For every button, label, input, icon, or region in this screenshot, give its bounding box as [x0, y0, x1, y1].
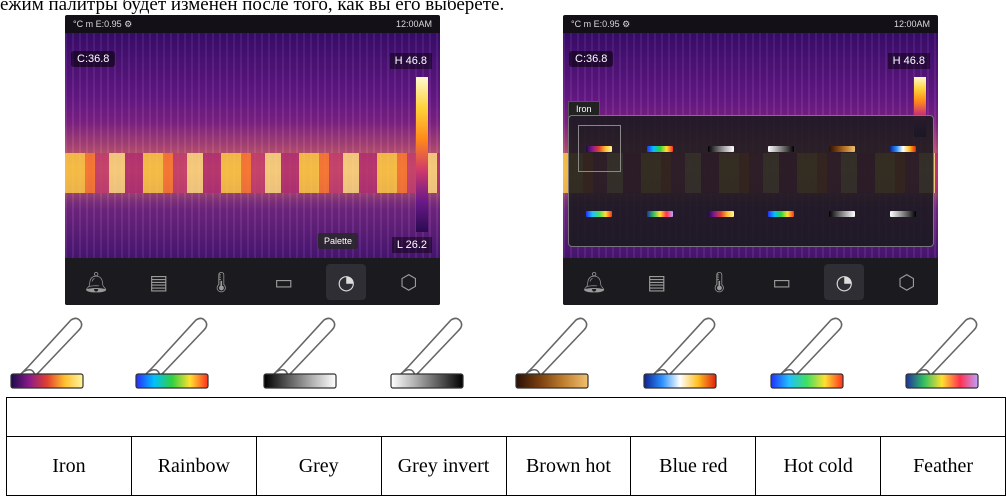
palette-name-grey: Grey: [255, 436, 382, 496]
popup-palette-option[interactable]: [569, 116, 630, 181]
palette-grey-icon: [263, 317, 337, 389]
palette-icon[interactable]: ◔: [326, 263, 367, 300]
palette-tooltip: Palette: [318, 233, 359, 249]
image-icon[interactable]: ▭: [772, 269, 792, 294]
hot-region: [65, 153, 440, 193]
palette-blue-red-icon: [643, 317, 717, 389]
palette-rainbow-icon: [135, 317, 209, 389]
palette-grey-invert-icon: [390, 317, 464, 389]
popup-palette-option[interactable]: [751, 181, 812, 246]
thermometer-icon[interactable]: 🌡︎: [208, 269, 234, 294]
popup-palette-option[interactable]: [751, 116, 812, 181]
mini-gradient: [586, 210, 613, 217]
temperature-scale: [416, 77, 428, 232]
mini-gradient: [707, 145, 734, 152]
palette-names-table: Iron Rainbow Grey Grey invert Brown hot …: [6, 397, 1006, 496]
pen-outline: [271, 317, 336, 381]
status-time: 12:00AM: [893, 19, 930, 29]
palette-name-hot-cold: Hot cold: [755, 436, 882, 496]
monitor-icon[interactable]: ▤: [647, 269, 667, 294]
caption-text: ежим палитры будет изменен после того, к…: [0, 0, 505, 15]
palette-brown-hot-icon: [515, 317, 589, 389]
popup-palette-option[interactable]: [569, 181, 630, 246]
palette-iron-icon: [10, 317, 84, 389]
palette-icon[interactable]: ◔: [824, 263, 865, 300]
device-screen-left: °C m E:0.95 ⚙ 12:00AM C:36.8 H 46.8 L 26…: [65, 15, 440, 305]
bottom-toolbar: 🔔︎ ▤ 🌡︎ ▭ ◔ ⬡: [563, 258, 938, 305]
mini-gradient: [828, 210, 855, 217]
bell-icon[interactable]: 🔔︎: [83, 269, 109, 294]
mini-gradient: [646, 210, 673, 217]
table-header-cell: [6, 397, 1006, 437]
pen-outline: [778, 317, 843, 381]
popup-palette-option[interactable]: [872, 181, 933, 246]
pen-outline: [398, 317, 463, 381]
mini-gradient: [768, 145, 795, 152]
status-left: °C m E:0.95 ⚙: [571, 18, 631, 29]
palette-feather-icon: [905, 317, 979, 389]
popup-palette-option[interactable]: [812, 116, 873, 181]
palette-name-blue-red: Blue red: [630, 436, 757, 496]
center-temperature: C:36.8: [71, 51, 116, 67]
mini-gradient: [707, 210, 734, 217]
pen-outline: [651, 317, 716, 381]
device-screen-right: °C m E:0.95 ⚙ 12:00AM C:36.8 H 46.8 Iron…: [563, 15, 938, 305]
popup-palette-option[interactable]: [690, 181, 751, 246]
status-left: °C m E:0.95 ⚙: [73, 18, 133, 29]
popup-palette-option[interactable]: [872, 116, 933, 181]
bottom-toolbar: 🔔︎ ▤ 🌡︎ ▭ ◔ ⬡: [65, 258, 440, 305]
image-icon[interactable]: ▭: [274, 269, 294, 294]
settings-icon[interactable]: ⬡: [400, 269, 418, 294]
palette-gradient-bar: [263, 373, 337, 389]
palette-gradient-bar: [135, 373, 209, 389]
pen-outline: [143, 317, 208, 381]
status-bar: °C m E:0.95 ⚙ 12:00AM: [563, 15, 938, 33]
low-temperature: L 26.2: [391, 237, 432, 253]
pen-outline: [18, 317, 83, 381]
palette-gradient-bar: [10, 373, 84, 389]
status-bar: °C m E:0.95 ⚙ 12:00AM: [65, 15, 440, 33]
palette-name-feather: Feather: [880, 436, 1006, 496]
popup-palette-option[interactable]: [630, 181, 691, 246]
palette-gradient-bar: [515, 373, 589, 389]
palette-hot-cold-icon: [770, 317, 844, 389]
high-temperature: H 46.8: [389, 53, 432, 69]
pen-outline: [523, 317, 588, 381]
thermometer-icon[interactable]: 🌡︎: [706, 269, 732, 294]
palette-name-rainbow: Rainbow: [130, 436, 257, 496]
palette-name-grey-invert: Grey invert: [380, 436, 507, 496]
high-temperature: H 46.8: [887, 53, 930, 69]
status-time: 12:00AM: [395, 19, 432, 29]
mini-gradient: [768, 210, 795, 217]
palette-icon-row: [0, 310, 1006, 392]
center-temperature: C:36.8: [569, 51, 614, 67]
palette-popup: [568, 115, 934, 247]
popup-palette-option[interactable]: [812, 181, 873, 246]
palette-gradient-bar: [390, 373, 464, 389]
mini-gradient: [646, 145, 673, 152]
palette-gradient-bar: [643, 373, 717, 389]
mini-gradient: [889, 145, 916, 152]
popup-palette-option[interactable]: [690, 116, 751, 181]
monitor-icon[interactable]: ▤: [149, 269, 169, 294]
pen-outline: [913, 317, 978, 381]
palette-gradient-bar: [770, 373, 844, 389]
mini-gradient: [586, 145, 613, 152]
palette-name-brown-hot: Brown hot: [505, 436, 632, 496]
mini-gradient: [828, 145, 855, 152]
thermal-image: [65, 33, 440, 258]
settings-icon[interactable]: ⬡: [898, 269, 916, 294]
mini-gradient: [889, 210, 916, 217]
palette-name-iron: Iron: [6, 436, 132, 496]
bell-icon[interactable]: 🔔︎: [581, 269, 607, 294]
palette-gradient-bar: [905, 373, 979, 389]
popup-palette-option[interactable]: [630, 116, 691, 181]
